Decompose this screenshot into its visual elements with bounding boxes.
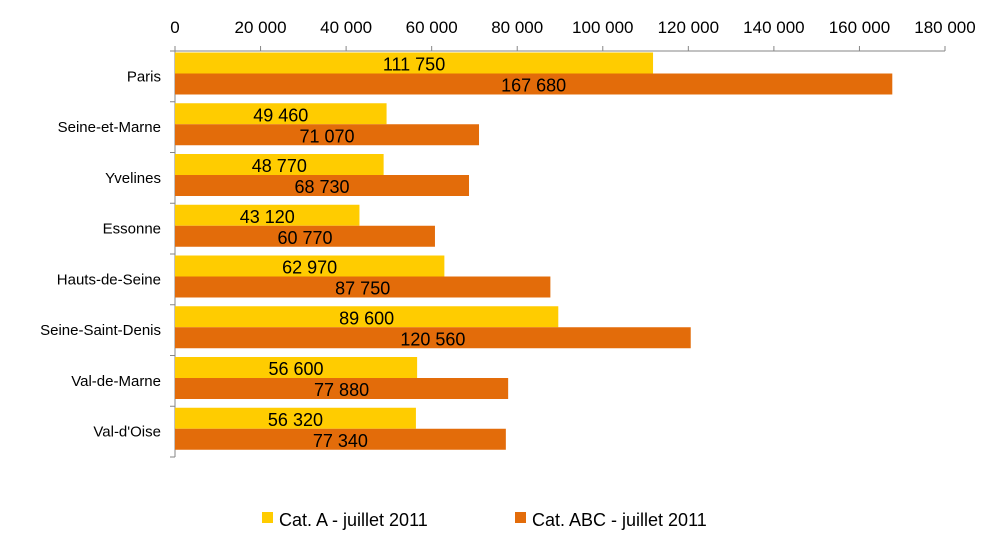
data-label: 48 770 — [252, 156, 307, 176]
data-label: 49 460 — [253, 105, 308, 125]
data-label: 111 750 — [383, 55, 445, 75]
legend-label: Cat. A - juillet 2011 — [279, 510, 428, 530]
category-label: Essonne — [103, 221, 161, 238]
data-label: 56 600 — [269, 359, 324, 379]
bar-cat-abc — [175, 378, 509, 399]
x-tick-label: 100 000 — [572, 18, 633, 37]
data-label: 43 120 — [240, 207, 295, 227]
data-label: 89 600 — [339, 308, 394, 328]
category-label: Val-de-Marne — [71, 373, 161, 390]
legend-swatch — [262, 512, 273, 523]
bar-cat-a — [175, 407, 416, 429]
bar-cat-abc — [175, 73, 893, 95]
x-tick-label: 40 000 — [320, 18, 372, 37]
bar-cat-a — [175, 357, 418, 378]
x-tick-label: 160 000 — [829, 18, 890, 37]
legend-label: Cat. ABC - juillet 2011 — [532, 510, 707, 530]
legend: Cat. A - juillet 2011 Cat. ABC - juillet … — [262, 510, 707, 530]
x-tick-label: 0 — [170, 18, 179, 37]
category-label: Seine-et-Marne — [58, 119, 161, 136]
axes: 0 20 000 40 000 60 000 80 000 100 000 120 000 1… — [40, 18, 976, 458]
legend-swatch — [515, 512, 526, 523]
data-label: 120 560 — [400, 329, 465, 349]
data-label: 62 970 — [282, 258, 337, 278]
category-label: Hauts-de-Seine — [57, 271, 161, 288]
bar-cat-a — [175, 204, 360, 226]
category-label: Val-d'Oise — [93, 424, 161, 441]
bar-cat-a — [175, 306, 559, 328]
data-label: 77 880 — [314, 380, 369, 400]
x-tick-label: 20 000 — [235, 18, 287, 37]
data-label: 71 070 — [299, 126, 354, 146]
x-tick-label: 180 000 — [914, 18, 975, 37]
bar-cat-abc — [175, 225, 435, 247]
category-label: Yvelines — [105, 170, 161, 187]
x-tick-label: 120 000 — [658, 18, 719, 37]
bar-cat-a — [175, 255, 445, 277]
x-tick-label: 60 000 — [406, 18, 458, 37]
data-label: 87 750 — [335, 279, 390, 299]
data-label: 56 320 — [268, 410, 323, 430]
category-label: Paris — [127, 68, 161, 85]
x-tick-label: 140 000 — [743, 18, 804, 37]
bar-cat-a — [175, 52, 654, 74]
data-label: 60 770 — [277, 228, 332, 248]
data-label: 68 730 — [294, 177, 349, 197]
bar-cat-a — [175, 154, 384, 175]
bar-cat-abc — [175, 276, 551, 298]
bar-cat-abc — [175, 175, 470, 196]
x-tick-label: 80 000 — [491, 18, 543, 37]
bar-cat-a — [175, 103, 387, 125]
category-label: Seine-Saint-Denis — [40, 322, 161, 339]
bar-cat-abc — [175, 327, 691, 349]
bar-cat-abc — [175, 428, 506, 450]
data-label: 167 680 — [501, 76, 566, 96]
data-label: 77 340 — [313, 431, 368, 451]
bar-cat-abc — [175, 124, 480, 146]
